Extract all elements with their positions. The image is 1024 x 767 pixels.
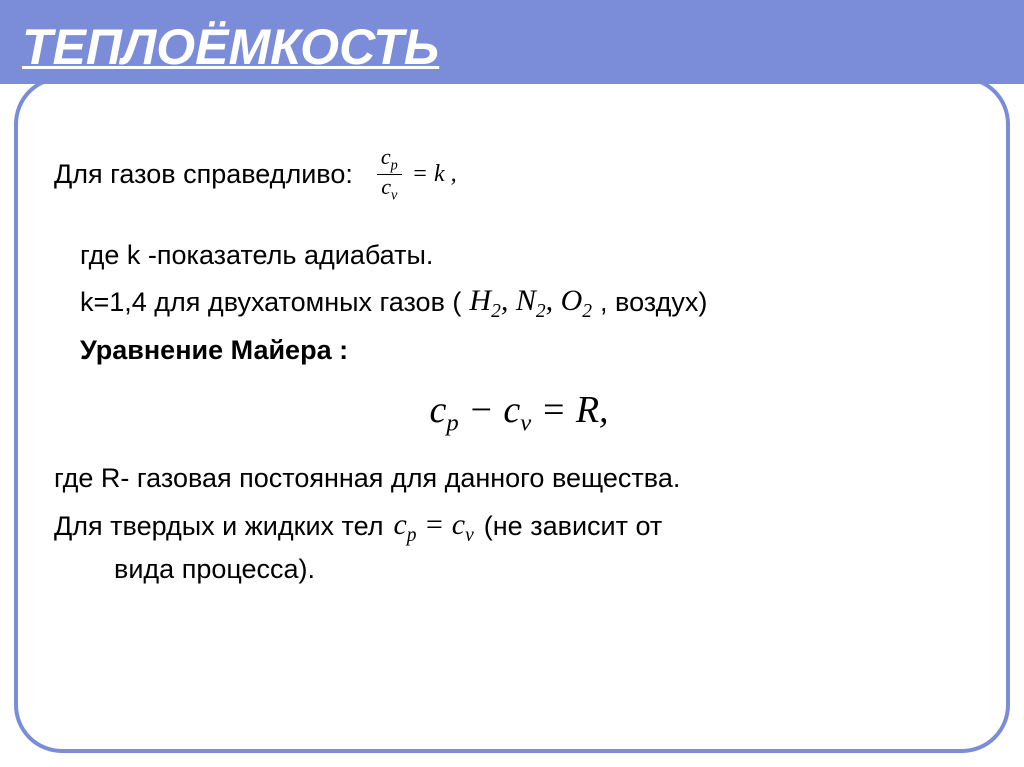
content-border: [14, 76, 1010, 753]
slide-header: ТЕПЛОЁМКОСТЬ: [0, 0, 1024, 84]
slide-title: ТЕПЛОЁМКОСТЬ: [22, 18, 1024, 76]
